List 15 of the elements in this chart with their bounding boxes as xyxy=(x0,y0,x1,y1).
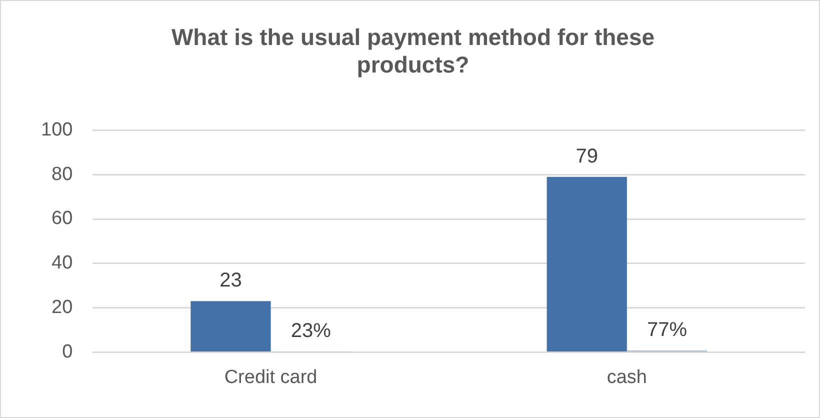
y-tick-label: 0 xyxy=(62,341,73,362)
chart-title: What is the usual payment method for these products? xyxy=(171,24,655,78)
data-label: 77% xyxy=(646,319,688,342)
x-tick-label: cash xyxy=(606,366,647,388)
data-label: 23 xyxy=(220,270,242,292)
y-tick-label: 60 xyxy=(52,208,73,230)
data-label: 79 xyxy=(576,145,598,168)
bar xyxy=(190,301,271,352)
bar xyxy=(546,176,627,352)
y-tick-label: 20 xyxy=(52,297,73,318)
data-label: 23% xyxy=(290,320,332,342)
x-tick-label: Credit card xyxy=(224,366,318,388)
y-tick-label: 100 xyxy=(41,119,73,140)
y-tick-label: 80 xyxy=(52,164,73,185)
y-tick-label: 40 xyxy=(52,252,73,274)
